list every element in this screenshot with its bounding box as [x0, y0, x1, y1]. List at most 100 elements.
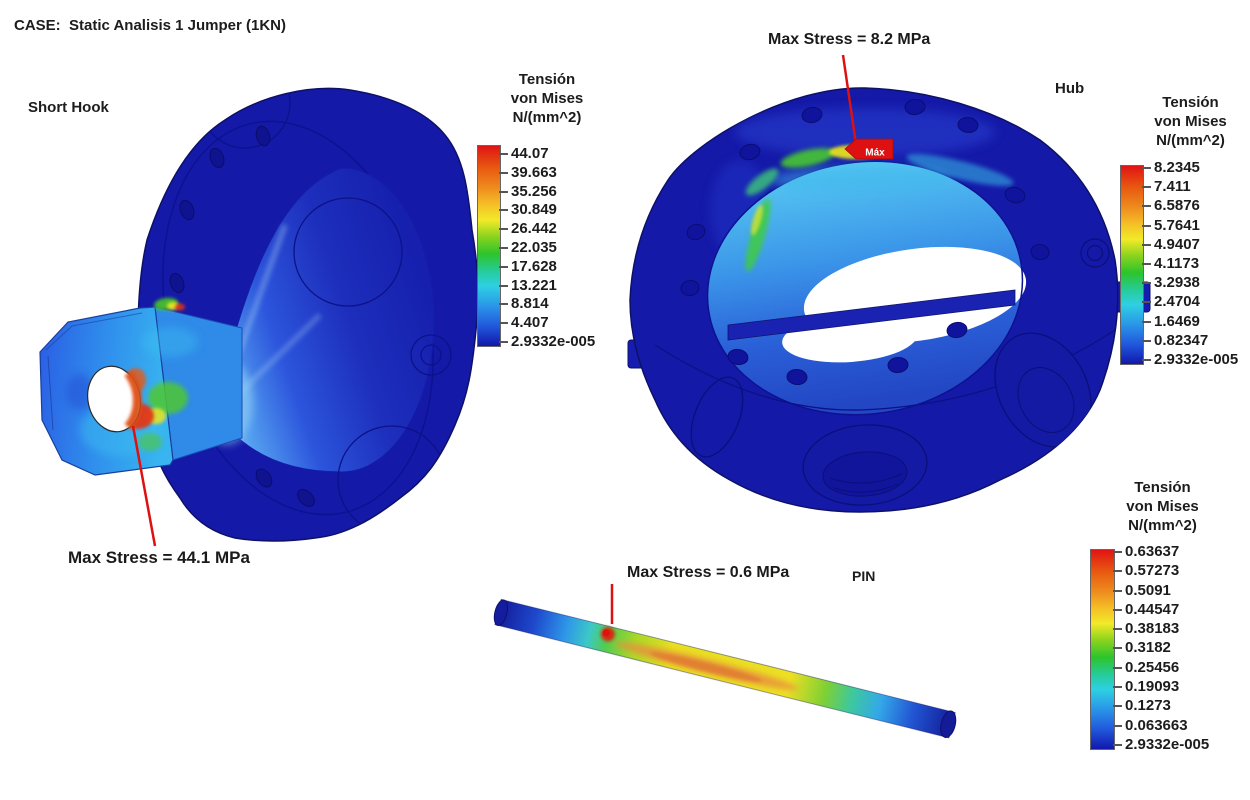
tick-mark — [1142, 243, 1151, 246]
legend-scale-row: 0.82347 — [1142, 331, 1238, 349]
tick-mark — [1113, 570, 1122, 573]
stress-annotation-pin: Max Stress = 0.6 MPa — [627, 564, 790, 581]
legend-scale-value: 4.1173 — [1154, 254, 1200, 272]
legend-scale-row: 4.9407 — [1142, 236, 1238, 253]
legend-color-bar — [1120, 165, 1144, 365]
legend-scale-value: 6.5876 — [1154, 197, 1200, 215]
legend-scale-row: 1.6469 — [1142, 312, 1238, 330]
legend-scale-value: 26.442 — [511, 220, 557, 238]
tick-mark — [1113, 724, 1122, 727]
part-label-pin: PIN — [852, 568, 876, 584]
hub-bore-rim — [706, 160, 1024, 416]
legend-title-line: N/(mm^2) — [512, 109, 582, 126]
tick-mark — [499, 228, 508, 231]
legend-scale-value: 5.7641 — [1154, 216, 1200, 234]
tick-mark — [1113, 608, 1122, 611]
legend-scale-value: 2.9332e-005 — [511, 332, 596, 350]
stress-annotation-short-hook: Max Stress = 44.1 MPa — [68, 548, 250, 567]
model-short-hook — [39, 87, 479, 542]
legend-scale-value: 13.221 — [511, 276, 557, 294]
tick-mark — [1113, 647, 1122, 650]
legend-scale-values: 8.2345 7.411 6.5876 5.7641 4.9407 4.1173 3.293… — [1142, 160, 1238, 368]
tick-mark — [499, 153, 508, 155]
legend-scale-row: 17.628 — [499, 258, 595, 275]
part-label-hub: Hub — [1055, 80, 1085, 97]
model-pin — [493, 598, 957, 739]
model-hub — [627, 87, 1151, 513]
legend-scale-value: 0.57273 — [1125, 562, 1180, 580]
legend-scale-value: 0.25456 — [1125, 658, 1180, 676]
legend-scale-value: 1.6469 — [1154, 312, 1200, 330]
tick-mark — [1113, 666, 1122, 669]
legend-scale-value: 0.63637 — [1125, 543, 1180, 560]
legend-scale-row: 0.57273 — [1113, 563, 1209, 579]
legend-title-line: von Mises — [1154, 113, 1227, 130]
legend-scale-value: 39.663 — [511, 163, 557, 181]
legend-scale-value: 35.256 — [511, 182, 557, 200]
legend-scale-row: 2.9332e-005 — [1142, 351, 1238, 368]
legend-scale-row: 26.442 — [499, 221, 595, 237]
legend-scale-value: 0.063663 — [1125, 716, 1188, 734]
pin-end-cap-right — [940, 710, 957, 738]
legend-scale-row: 0.5091 — [1113, 581, 1209, 599]
legend-scale-value: 22.035 — [511, 238, 557, 256]
tick-mark — [1113, 589, 1122, 592]
tick-mark — [1113, 743, 1122, 746]
figure-title: CASE: Static Analisis 1 Jumper (1KN) — [14, 17, 287, 34]
hub-bolt-holes — [680, 98, 1050, 386]
legend-title-line: von Mises — [510, 90, 584, 107]
legend-scale-row: 0.1273 — [1113, 698, 1209, 714]
tick-mark — [499, 322, 508, 325]
tick-mark — [1142, 358, 1151, 361]
legend-scale-value: 8.2345 — [1154, 159, 1200, 176]
tick-mark — [1113, 686, 1122, 689]
legend-scale-row: 22.035 — [499, 238, 595, 256]
hub-max-stress-spot — [829, 145, 881, 159]
legend-scale-value: 0.82347 — [1154, 331, 1209, 349]
legend-scale-row: 44.07 — [499, 146, 595, 162]
tick-mark — [499, 284, 508, 287]
tick-mark — [1113, 628, 1122, 631]
legend-scale-value: 2.9332e-005 — [1125, 735, 1210, 753]
tick-mark — [1142, 167, 1151, 169]
legend-scale-row: 2.4704 — [1142, 294, 1238, 310]
legend-title-line: Tensión — [1134, 479, 1191, 496]
legend-scale-value: 4.407 — [511, 314, 549, 332]
legend-scale-values: 44.07 39.663 35.256 30.849 26.442 22.035 17.62… — [499, 146, 595, 350]
legend-scale-value: 44.07 — [511, 145, 549, 162]
part-label-short-hook: Short Hook — [28, 99, 109, 116]
legend-scale-row: 5.7641 — [1142, 216, 1238, 234]
tick-mark — [499, 246, 508, 249]
legend-title-line: Tensión — [518, 71, 576, 88]
legend-scale-row: 2.9332e-005 — [499, 332, 596, 350]
legend-scale-row: 4.407 — [499, 315, 595, 331]
legend-title-line: Tensión — [1162, 94, 1219, 111]
stress-annotation-hub: Max Stress = 8.2 MPa — [768, 31, 931, 48]
legend-pin: Tensión von Mises N/(mm^2) 0.63637 0.5727… — [1080, 478, 1245, 778]
legend-title-line: N/(mm^2) — [1128, 517, 1197, 534]
pin-end-cap-left — [493, 599, 509, 626]
legend-scale-value: 3.2938 — [1154, 274, 1200, 292]
legend-scale-value: 2.4704 — [1154, 293, 1200, 311]
hook-lug-hole — [87, 365, 142, 433]
legend-scale-row: 0.063663 — [1113, 716, 1209, 734]
legend-short-hook: Tensión von Mises N/(mm^2) 44.07 39.663 35… — [462, 70, 632, 370]
legend-color-bar — [1090, 549, 1115, 750]
legend-scale-row: 30.849 — [499, 202, 595, 218]
legend-scale-row: 35.256 — [499, 182, 595, 200]
legend-title: Tensión von Mises N/(mm^2) — [1108, 93, 1250, 150]
tick-mark — [499, 340, 508, 343]
legend-scale-row: 0.25456 — [1113, 658, 1209, 676]
legend-scale-row: 0.63637 — [1113, 544, 1209, 560]
legend-scale-row: 8.2345 — [1142, 160, 1238, 176]
tick-mark — [1142, 282, 1151, 285]
legend-scale-row: 39.663 — [499, 163, 595, 181]
legend-title-line: von Mises — [1126, 498, 1199, 515]
legend-scale-value: 0.5091 — [1125, 581, 1171, 599]
legend-title: Tensión von Mises N/(mm^2) — [1080, 478, 1245, 535]
legend-color-bar — [477, 145, 501, 347]
hook-cone-recess — [214, 167, 435, 473]
tick-mark — [1142, 339, 1151, 342]
legend-scale-value: 0.1273 — [1125, 697, 1171, 715]
